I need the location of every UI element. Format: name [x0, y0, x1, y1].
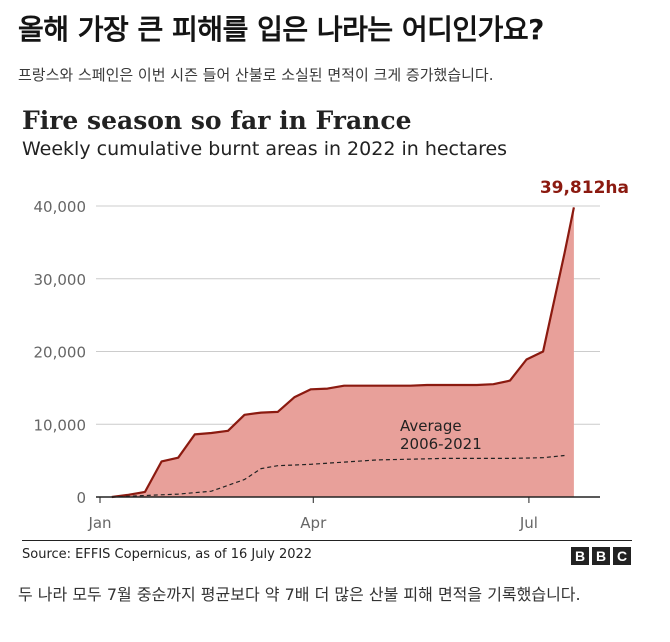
series-2022-line — [111, 207, 575, 499]
logo-letter-b2: B — [592, 547, 610, 565]
y-tick-label: 20,000 — [34, 344, 87, 362]
subheadline: 프랑스와 스페인은 이번 시즌 들어 산불로 소실된 면적이 크게 증가했습니다… — [18, 66, 494, 84]
series-2022-area — [111, 207, 574, 497]
chart-subtitle: Weekly cumulative burnt areas in 2022 in… — [22, 138, 508, 160]
x-tick-label: Apr — [300, 514, 327, 532]
y-tick-label: 10,000 — [34, 416, 87, 434]
average-series-label-line: Average — [400, 417, 462, 435]
average-series-label-line: 2006-2021 — [400, 435, 482, 453]
y-tick-label: 30,000 — [34, 271, 87, 289]
caption: 두 나라 모두 7월 중순까지 평균보다 약 7배 더 많은 산불 피해 면적을… — [18, 585, 581, 604]
x-tick-label: Jan — [87, 514, 111, 532]
source-text: Source: EFFIS Copernicus, as of 16 July … — [22, 547, 313, 562]
chart-area: 0 10,000 20,000 30,000 40,000 Jan Apr Jul Averag… — [34, 178, 630, 532]
x-tick-label: Jul — [519, 514, 538, 532]
y-tick-label: 0 — [76, 489, 86, 507]
end-value-label: 39,812ha — [540, 178, 629, 198]
logo-letter-c: C — [613, 547, 631, 565]
headline: 올해 가장 큰 피해를 입은 나라는 어디인가요? — [18, 13, 544, 46]
y-tick-label: 40,000 — [34, 198, 87, 216]
source-divider — [22, 540, 632, 541]
bbc-logo: B B C — [571, 547, 631, 565]
average-series-label: Average 2006-2021 — [400, 417, 482, 453]
chart-title: Fire season so far in France — [22, 106, 412, 135]
series-average-line — [111, 454, 565, 498]
logo-letter-b1: B — [571, 547, 589, 565]
